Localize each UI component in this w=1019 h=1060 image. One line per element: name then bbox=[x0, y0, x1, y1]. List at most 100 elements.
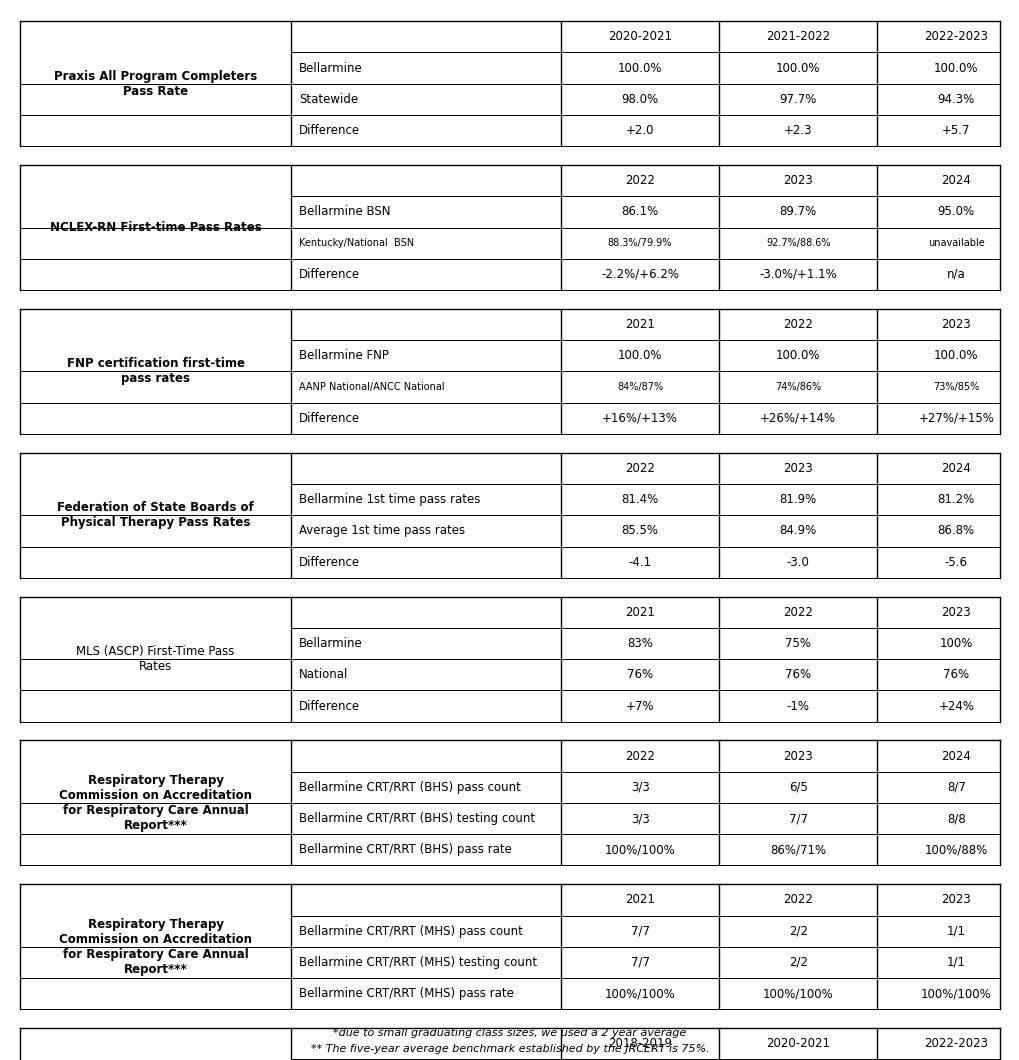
Text: Bellarmine CRT/RRT (BHS) pass rate: Bellarmine CRT/RRT (BHS) pass rate bbox=[299, 844, 512, 856]
Text: -5.6: -5.6 bbox=[944, 555, 967, 568]
Text: 100.0%: 100.0% bbox=[618, 350, 661, 363]
Text: 2024: 2024 bbox=[941, 174, 970, 188]
Text: Respiratory Therapy
Commission on Accreditation
for Respiratory Care Annual
Repo: Respiratory Therapy Commission on Accred… bbox=[59, 918, 252, 976]
Text: 84.9%: 84.9% bbox=[779, 525, 816, 537]
Text: 2024: 2024 bbox=[941, 462, 970, 475]
Text: 7/7: 7/7 bbox=[630, 924, 649, 938]
Text: 2021: 2021 bbox=[625, 318, 654, 331]
Text: 100.0%: 100.0% bbox=[933, 350, 977, 363]
Text: 1/1: 1/1 bbox=[946, 956, 965, 969]
Text: 2020-2021: 2020-2021 bbox=[607, 31, 672, 43]
Text: 76%: 76% bbox=[785, 668, 810, 682]
Text: 94.3%: 94.3% bbox=[936, 93, 974, 106]
Text: -3.0%/+1.1%: -3.0%/+1.1% bbox=[758, 268, 837, 281]
Text: Difference: Difference bbox=[299, 555, 360, 568]
Text: Bellarmine CRT/RRT (MHS) pass count: Bellarmine CRT/RRT (MHS) pass count bbox=[299, 924, 522, 938]
Text: FNP certification first-time
pass rates: FNP certification first-time pass rates bbox=[66, 357, 245, 386]
Text: 2023: 2023 bbox=[783, 462, 812, 475]
Text: *due to small graduating class sizes, we used a 2 year average: *due to small graduating class sizes, we… bbox=[333, 1028, 686, 1039]
Text: National: National bbox=[299, 668, 347, 682]
Text: 2021: 2021 bbox=[625, 894, 654, 906]
Text: Statewide: Statewide bbox=[299, 93, 358, 106]
Text: Respiratory Therapy
Commission on Accreditation
for Respiratory Care Annual
Repo: Respiratory Therapy Commission on Accred… bbox=[59, 774, 252, 832]
Text: 100.0%: 100.0% bbox=[618, 61, 661, 74]
Text: 2022: 2022 bbox=[783, 894, 812, 906]
Text: Bellarmine CRT/RRT (MHS) pass rate: Bellarmine CRT/RRT (MHS) pass rate bbox=[299, 987, 514, 1001]
Text: 100%/100%: 100%/100% bbox=[604, 987, 675, 1001]
Text: NCLEX-RN First-time Pass Rates: NCLEX-RN First-time Pass Rates bbox=[50, 222, 261, 234]
Text: 6/5: 6/5 bbox=[788, 781, 807, 794]
Text: -4.1: -4.1 bbox=[628, 555, 651, 568]
Text: Federation of State Boards of
Physical Therapy Pass Rates: Federation of State Boards of Physical T… bbox=[57, 501, 254, 529]
Text: 3/3: 3/3 bbox=[630, 781, 649, 794]
Text: 86.1%: 86.1% bbox=[621, 206, 658, 218]
Text: 8/7: 8/7 bbox=[946, 781, 965, 794]
Text: 100%/88%: 100%/88% bbox=[923, 844, 987, 856]
Text: 98.0%: 98.0% bbox=[621, 93, 658, 106]
Text: +24%: +24% bbox=[937, 700, 973, 712]
Text: Kentucky/National  BSN: Kentucky/National BSN bbox=[299, 238, 414, 248]
Text: Bellarmine CRT/RRT (BHS) testing count: Bellarmine CRT/RRT (BHS) testing count bbox=[299, 812, 534, 825]
Text: -1%: -1% bbox=[786, 700, 809, 712]
Text: 100%: 100% bbox=[938, 637, 972, 650]
Text: 97.7%: 97.7% bbox=[779, 93, 816, 106]
Text: 2022: 2022 bbox=[783, 605, 812, 619]
Text: Praxis All Program Completers
Pass Rate: Praxis All Program Completers Pass Rate bbox=[54, 70, 257, 98]
Text: 2023: 2023 bbox=[941, 318, 970, 331]
Text: 2022: 2022 bbox=[625, 749, 654, 762]
Text: 81.2%: 81.2% bbox=[936, 493, 974, 506]
Text: Difference: Difference bbox=[299, 412, 360, 425]
Text: 75%: 75% bbox=[785, 637, 810, 650]
Text: 2020-2021: 2020-2021 bbox=[765, 1038, 829, 1050]
Text: +2.0: +2.0 bbox=[626, 124, 653, 137]
Text: 2022-2023: 2022-2023 bbox=[923, 1038, 987, 1050]
Text: 86.8%: 86.8% bbox=[936, 525, 974, 537]
Text: 86%/71%: 86%/71% bbox=[769, 844, 825, 856]
Text: Bellarmine CRT/RRT (MHS) testing count: Bellarmine CRT/RRT (MHS) testing count bbox=[299, 956, 536, 969]
Text: +16%/+13%: +16%/+13% bbox=[601, 412, 678, 425]
Text: ** The five-year average benchmark established by the JRCERT is 75%.: ** The five-year average benchmark estab… bbox=[311, 1044, 708, 1055]
Text: +26%/+14%: +26%/+14% bbox=[759, 412, 836, 425]
Text: 100%/100%: 100%/100% bbox=[762, 987, 833, 1001]
Text: 2023: 2023 bbox=[941, 605, 970, 619]
Text: +5.7: +5.7 bbox=[942, 124, 969, 137]
Text: Average 1st time pass rates: Average 1st time pass rates bbox=[299, 525, 465, 537]
Text: 85.5%: 85.5% bbox=[621, 525, 658, 537]
Text: -3.0: -3.0 bbox=[786, 555, 809, 568]
Text: 84%/87%: 84%/87% bbox=[616, 382, 662, 392]
Text: 100%/100%: 100%/100% bbox=[920, 987, 990, 1001]
Text: 1/1: 1/1 bbox=[946, 924, 965, 938]
Text: Bellarmine BSN: Bellarmine BSN bbox=[299, 206, 390, 218]
Text: 100.0%: 100.0% bbox=[775, 61, 819, 74]
Text: Difference: Difference bbox=[299, 268, 360, 281]
Text: 76%: 76% bbox=[627, 668, 652, 682]
Text: 100.0%: 100.0% bbox=[933, 61, 977, 74]
Text: 100%/100%: 100%/100% bbox=[604, 844, 675, 856]
Text: 2023: 2023 bbox=[941, 894, 970, 906]
Text: 81.4%: 81.4% bbox=[621, 493, 658, 506]
Text: n/a: n/a bbox=[946, 268, 965, 281]
Text: 74%/86%: 74%/86% bbox=[774, 382, 820, 392]
Text: Bellarmine FNP: Bellarmine FNP bbox=[299, 350, 388, 363]
Text: 7/7: 7/7 bbox=[630, 956, 649, 969]
Text: 100.0%: 100.0% bbox=[775, 350, 819, 363]
Text: +27%/+15%: +27%/+15% bbox=[917, 412, 994, 425]
Text: -2.2%/+6.2%: -2.2%/+6.2% bbox=[600, 268, 679, 281]
Text: 2018-2019: 2018-2019 bbox=[607, 1038, 672, 1050]
Text: 88.3%/79.9%: 88.3%/79.9% bbox=[607, 238, 672, 248]
Text: 83%: 83% bbox=[627, 637, 652, 650]
Text: 2023: 2023 bbox=[783, 749, 812, 762]
Text: 89.7%: 89.7% bbox=[779, 206, 816, 218]
Text: 92.7%/88.6%: 92.7%/88.6% bbox=[765, 238, 829, 248]
Text: unavailable: unavailable bbox=[927, 238, 983, 248]
Text: 95.0%: 95.0% bbox=[936, 206, 974, 218]
Text: 2022: 2022 bbox=[625, 462, 654, 475]
Text: AANP National/ANCC National: AANP National/ANCC National bbox=[299, 382, 444, 392]
Text: +7%: +7% bbox=[626, 700, 653, 712]
Text: 2022: 2022 bbox=[625, 174, 654, 188]
Text: Bellarmine: Bellarmine bbox=[299, 61, 363, 74]
Text: Difference: Difference bbox=[299, 700, 360, 712]
Text: 2022: 2022 bbox=[783, 318, 812, 331]
Text: MLS (ASCP) First-Time Pass
Rates: MLS (ASCP) First-Time Pass Rates bbox=[76, 646, 234, 673]
Text: 2022-2023: 2022-2023 bbox=[923, 31, 987, 43]
